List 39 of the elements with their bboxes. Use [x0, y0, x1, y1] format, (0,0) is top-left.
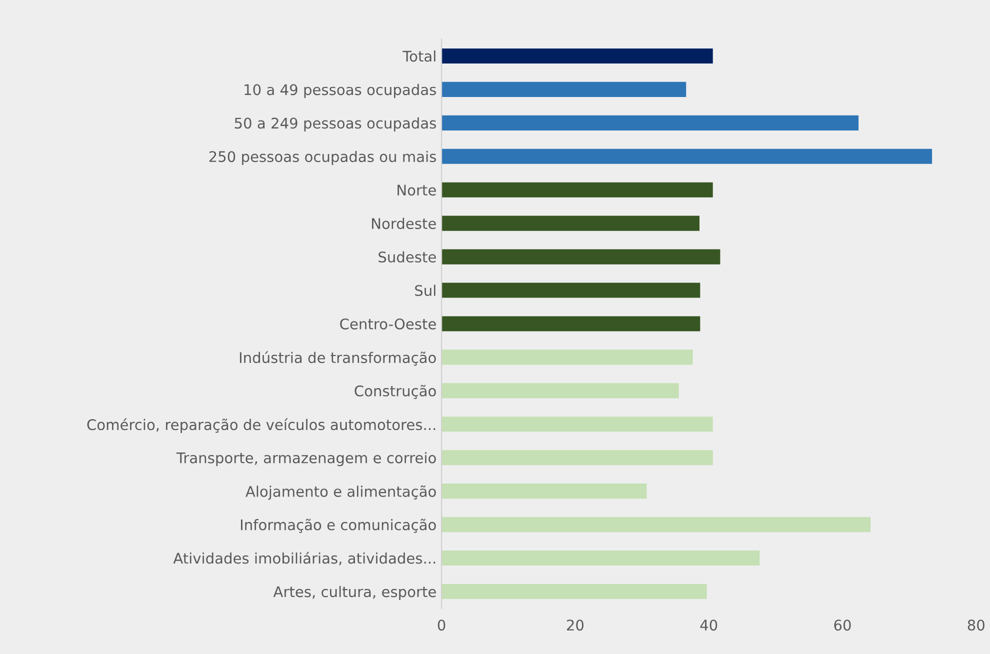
bar	[442, 48, 713, 64]
x-tick-label: 0	[438, 620, 446, 631]
y-tick-label: Sudeste	[378, 251, 436, 263]
y-tick-label: Comércio, reparação de veículos automotores...	[87, 418, 436, 434]
bar	[442, 484, 647, 499]
x-tick-label: 20	[566, 620, 584, 631]
y-tick-label: Atividades imobiliárias, atividades...	[173, 552, 436, 566]
y-tick-label: Total	[402, 50, 436, 62]
y-tick-label: Nordeste	[372, 218, 436, 230]
bar	[442, 249, 720, 264]
bar	[442, 383, 679, 398]
y-tick-label: Transporte, armazenagem e correio	[176, 452, 436, 466]
y-tick-label: Centro-Oeste	[340, 318, 436, 330]
bar	[442, 584, 707, 600]
y-tick-label: 50 a 249 pessoas ocupadas	[234, 117, 436, 132]
bar	[442, 282, 700, 298]
y-tick-label: Informação e comunicação	[240, 518, 436, 533]
x-tick-label: 80	[968, 620, 984, 631]
bar	[442, 517, 871, 532]
x-tick-label: 40	[700, 620, 718, 631]
bar	[442, 550, 760, 566]
bar	[442, 416, 713, 432]
bar	[442, 216, 700, 231]
bar	[442, 82, 686, 97]
bar	[442, 182, 713, 198]
x-tick-label: 60	[834, 620, 851, 631]
bar	[442, 350, 693, 365]
y-tick-label: Artes, cultura, esporte	[273, 586, 436, 600]
y-tick-label: Alojamento e alimentação	[246, 485, 436, 500]
bar	[442, 450, 713, 466]
bar	[442, 148, 932, 164]
bar	[442, 115, 859, 130]
y-tick-label: Indústria de transformação	[240, 351, 436, 366]
y-tick-label: 10 a 49 pessoas ocupadas	[244, 84, 436, 98]
y-tick-label: Norte	[398, 184, 436, 196]
y-tick-label: 250 pessoas ocupadas ou mais	[209, 150, 436, 165]
y-tick-label: Sul	[415, 284, 436, 296]
bar	[442, 316, 700, 332]
y-tick-label: Construção	[354, 384, 436, 400]
